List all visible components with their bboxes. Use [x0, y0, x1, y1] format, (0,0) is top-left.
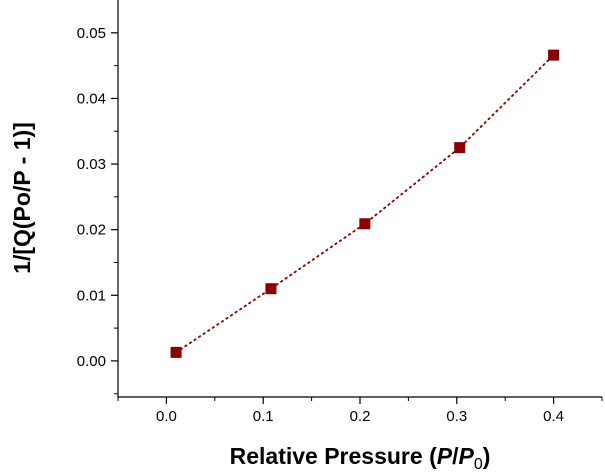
series-layer — [170, 49, 560, 358]
data-point — [359, 218, 371, 230]
x-axis-title-prefix: Relative Pressure ( — [230, 443, 437, 469]
series-line — [175, 54, 555, 354]
data-point — [170, 346, 182, 358]
y-tick-label: 0.02 — [77, 222, 106, 239]
data-point — [548, 49, 560, 61]
x-tick-label: 0.1 — [253, 408, 274, 425]
data-point — [265, 283, 277, 295]
x-axis-title-var1: P — [437, 443, 453, 469]
x-axis-title-subscript: 0 — [474, 456, 483, 473]
y-tick-label: 0.01 — [77, 287, 106, 304]
y-tick-label: 0.03 — [77, 156, 106, 173]
x-axis-title-slash: / — [452, 443, 459, 469]
x-tick-label: 0.2 — [350, 408, 371, 425]
y-tick-label: 0.05 — [77, 25, 106, 42]
x-ticks: 0.0 0.1 0.2 0.3 0.4 — [117, 397, 603, 425]
y-axis-title: 1/[Q(Po/P - 1)] — [9, 122, 35, 274]
x-tick-label: 0.4 — [543, 408, 564, 425]
x-axis-title: Relative Pressure (P/P0) — [230, 443, 491, 473]
x-tick-label: 0.3 — [446, 408, 467, 425]
y-tick-label: 0.00 — [77, 353, 106, 370]
y-tick-label: 0.04 — [77, 90, 106, 107]
data-point — [454, 142, 466, 154]
y-ticks: 0.00 0.01 0.02 0.03 0.04 0.05 — [77, 25, 118, 395]
x-axis-title-suffix: ) — [483, 443, 491, 469]
x-axis-title-var2: P — [458, 443, 474, 469]
x-tick-label: 0.0 — [156, 408, 177, 425]
